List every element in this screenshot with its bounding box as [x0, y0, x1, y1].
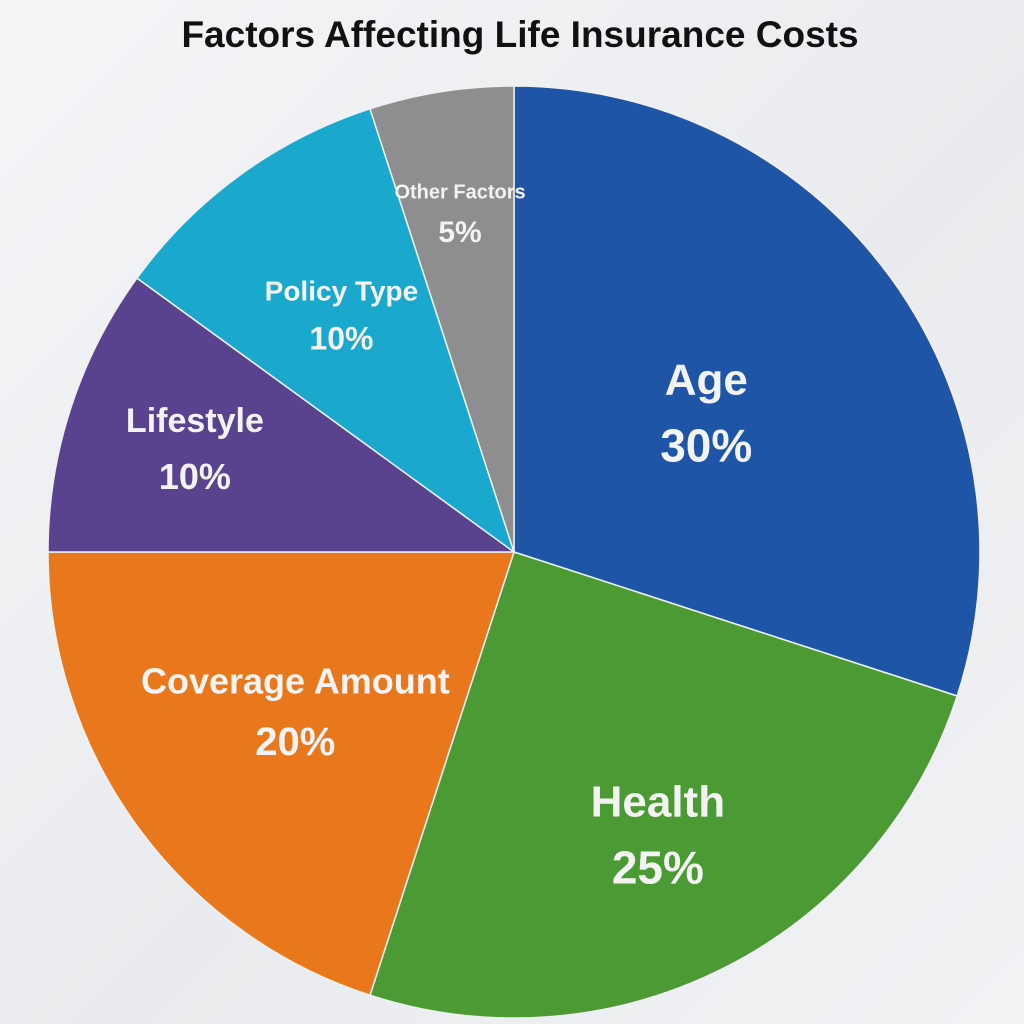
- pie-labels: Age 30% Health 25% Coverage Amount 20% Lifesty…: [126, 181, 752, 893]
- chart-title: Factors Affecting Life Insurance Costs: [181, 14, 859, 55]
- pie-slice-health: [369, 551, 959, 1019]
- slice-value-health: 25%: [612, 841, 704, 893]
- pie-slices: [47, 85, 981, 1019]
- pie-slice-coverage-amount: [47, 551, 516, 997]
- slice-label-policy-type: Policy Type: [265, 275, 419, 306]
- pie-slice-age: [513, 85, 981, 697]
- slice-value-lifestyle: 10%: [159, 456, 231, 497]
- slice-label-age: Age: [665, 356, 748, 405]
- slice-value-policy-type: 10%: [309, 321, 373, 357]
- slice-label-other-factors: Other Factors: [394, 181, 525, 203]
- pie-slice-policy-type: [135, 107, 516, 554]
- slice-value-age: 30%: [660, 419, 752, 471]
- slice-label-coverage-amount: Coverage Amount: [141, 660, 450, 701]
- pie-slice-lifestyle: [47, 277, 517, 553]
- slice-label-health: Health: [591, 778, 725, 827]
- pie-slice-other-factors: [369, 85, 515, 553]
- slice-label-lifestyle: Lifestyle: [126, 402, 264, 440]
- slice-value-other-factors: 5%: [438, 216, 481, 249]
- slice-value-coverage-amount: 20%: [255, 720, 335, 764]
